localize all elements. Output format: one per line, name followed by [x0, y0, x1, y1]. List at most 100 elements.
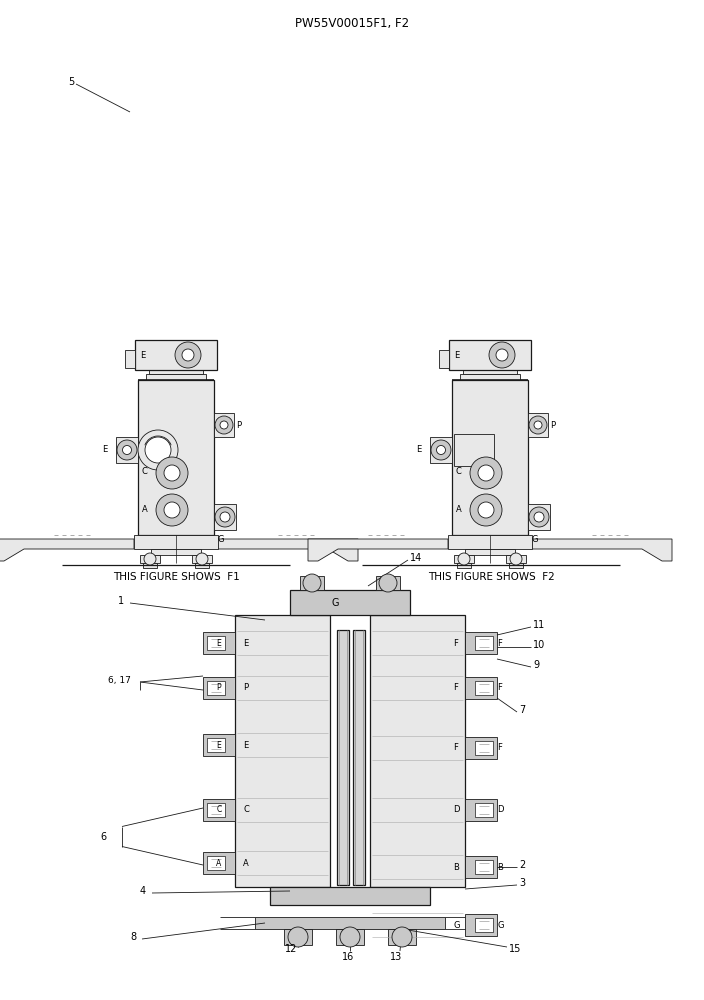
Bar: [300, 576, 324, 590]
Circle shape: [496, 349, 508, 361]
Polygon shape: [218, 539, 358, 561]
Circle shape: [220, 512, 230, 522]
Bar: [388, 929, 416, 945]
Circle shape: [144, 553, 156, 565]
Bar: [116, 437, 138, 463]
Text: P: P: [217, 684, 221, 692]
Text: A: A: [243, 858, 249, 867]
Text: B: B: [497, 862, 503, 871]
Circle shape: [138, 430, 178, 470]
Bar: [465, 856, 497, 878]
Bar: [506, 555, 526, 563]
Text: B: B: [453, 862, 459, 871]
Bar: [134, 535, 218, 549]
Bar: [460, 374, 520, 380]
Circle shape: [340, 927, 360, 947]
Text: F: F: [453, 639, 458, 648]
Text: F: F: [497, 684, 502, 692]
Bar: [207, 636, 225, 650]
Text: E: E: [217, 740, 221, 750]
Bar: [337, 630, 349, 885]
Polygon shape: [532, 539, 672, 561]
Bar: [192, 555, 212, 563]
Bar: [203, 632, 235, 654]
Bar: [457, 563, 471, 568]
Bar: [270, 887, 430, 905]
Bar: [465, 914, 497, 936]
Bar: [465, 737, 497, 759]
Bar: [528, 413, 548, 437]
Bar: [207, 681, 225, 695]
Circle shape: [220, 421, 228, 429]
Bar: [475, 636, 493, 650]
Circle shape: [164, 502, 180, 518]
Bar: [509, 563, 523, 568]
Bar: [528, 504, 550, 530]
Text: 16: 16: [342, 952, 354, 962]
Circle shape: [175, 342, 201, 368]
Bar: [203, 852, 235, 874]
Bar: [475, 918, 493, 932]
Circle shape: [145, 437, 171, 463]
Text: 13: 13: [390, 952, 402, 962]
Text: G: G: [531, 534, 537, 544]
Text: 2: 2: [519, 860, 525, 870]
Text: 6, 17: 6, 17: [108, 676, 131, 684]
Text: P: P: [236, 420, 241, 430]
Bar: [235, 615, 330, 887]
Text: P: P: [550, 420, 555, 430]
Text: 9: 9: [533, 660, 539, 670]
Circle shape: [534, 421, 542, 429]
Bar: [454, 434, 494, 466]
Text: G: G: [332, 598, 339, 608]
Text: F: F: [497, 744, 502, 752]
Bar: [452, 380, 528, 535]
Bar: [143, 563, 157, 568]
Text: 1: 1: [118, 596, 124, 606]
Text: 5: 5: [68, 77, 74, 87]
Bar: [207, 803, 225, 817]
Bar: [475, 803, 493, 817]
Bar: [439, 350, 449, 368]
Bar: [214, 413, 234, 437]
Circle shape: [215, 507, 235, 527]
Bar: [370, 615, 465, 887]
Polygon shape: [0, 539, 134, 561]
Circle shape: [182, 349, 194, 361]
Circle shape: [489, 342, 515, 368]
Text: A: A: [216, 858, 222, 867]
Text: 11: 11: [533, 620, 546, 630]
Text: C: C: [456, 468, 462, 477]
Circle shape: [379, 574, 397, 592]
Bar: [336, 929, 364, 945]
Bar: [135, 340, 217, 370]
Bar: [465, 549, 515, 555]
Bar: [475, 681, 493, 695]
Circle shape: [196, 553, 208, 565]
Bar: [207, 856, 225, 870]
Bar: [290, 590, 410, 615]
Circle shape: [470, 457, 502, 489]
Circle shape: [478, 465, 494, 481]
Text: E: E: [454, 351, 459, 360]
Circle shape: [117, 440, 137, 460]
Circle shape: [156, 494, 188, 526]
Bar: [465, 799, 497, 821]
Circle shape: [510, 553, 522, 565]
Bar: [255, 917, 445, 929]
Text: THIS FIGURE SHOWS  F1: THIS FIGURE SHOWS F1: [113, 572, 239, 582]
Text: A: A: [456, 504, 462, 514]
Bar: [376, 576, 400, 590]
Circle shape: [534, 512, 544, 522]
Bar: [454, 555, 474, 563]
Text: G: G: [453, 920, 460, 930]
Circle shape: [470, 494, 502, 526]
Text: 7: 7: [519, 705, 525, 715]
Circle shape: [122, 446, 132, 454]
Circle shape: [303, 574, 321, 592]
Text: 12: 12: [285, 944, 297, 954]
Circle shape: [482, 499, 490, 507]
Text: D: D: [453, 806, 460, 814]
Circle shape: [529, 507, 549, 527]
Bar: [138, 380, 214, 535]
